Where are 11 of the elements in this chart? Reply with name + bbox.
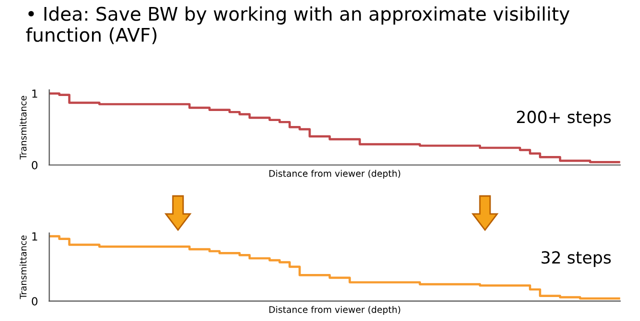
annotation: 200+ steps	[517, 110, 611, 126]
y-axis-title: Transmittance	[20, 96, 27, 160]
y-tick-label: 1	[32, 232, 38, 241]
y-axis-title: Transmittance	[20, 236, 27, 300]
y-tick-label: 1	[32, 90, 38, 98]
x-axis-title: Distance from viewer (depth)	[269, 306, 400, 315]
chart-title: • Idea: Save BW by working with an approximate visibility function (AVF)	[26, 6, 570, 44]
y-tick-label: 0	[32, 160, 38, 170]
x-axis-title: Distance from viewer (depth)	[269, 170, 400, 179]
y-tick-label: 0	[32, 297, 38, 306]
annotation: 32 steps	[542, 251, 611, 267]
